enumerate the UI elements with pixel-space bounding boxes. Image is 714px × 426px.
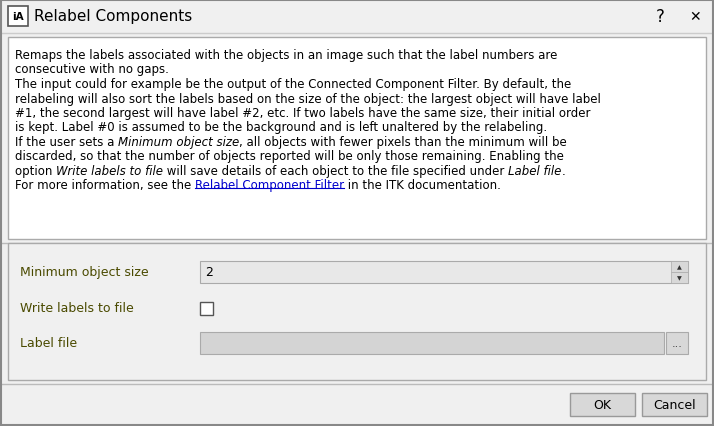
Text: Label file: Label file [508, 164, 562, 178]
Text: Remaps the labels associated with the objects in an image such that the label nu: Remaps the labels associated with the ob… [15, 49, 558, 62]
Bar [642, 393, 707, 416]
Bar [8, 243, 706, 380]
Text: Cancel: Cancel [653, 398, 696, 411]
Text: .: . [562, 164, 565, 178]
Bar [200, 302, 213, 315]
Bar [200, 332, 664, 354]
Bar [666, 332, 688, 354]
Bar [8, 38, 706, 239]
Text: Write labels to file: Write labels to file [20, 302, 134, 315]
Bar [0, 0, 714, 34]
Text: Minimum object size: Minimum object size [118, 136, 239, 149]
Text: ▼: ▼ [677, 275, 682, 280]
Text: consecutive with no gaps.: consecutive with no gaps. [15, 63, 169, 76]
Text: relabeling will also sort the labels based on the size of the object: the larges: relabeling will also sort the labels bas… [15, 92, 601, 105]
Text: , all objects with fewer pixels than the minimum will be: , all objects with fewer pixels than the… [239, 136, 567, 149]
Text: ▲: ▲ [677, 265, 682, 269]
Text: For more information, see the: For more information, see the [15, 179, 195, 192]
Bar [200, 262, 688, 283]
Text: Label file: Label file [20, 337, 77, 350]
Text: option: option [15, 164, 56, 178]
Text: If the user sets a: If the user sets a [15, 136, 118, 149]
Text: in the ITK documentation.: in the ITK documentation. [344, 179, 501, 192]
Text: ...: ... [672, 338, 683, 348]
Text: Relabel Components: Relabel Components [34, 9, 192, 24]
Text: The input could for example be the output of the Connected Component Filter. By : The input could for example be the outpu… [15, 78, 571, 91]
Text: discarded, so that the number of objects reported will be only those remaining. : discarded, so that the number of objects… [15, 150, 564, 163]
Text: will save details of each object to the file specified under: will save details of each object to the … [163, 164, 508, 178]
Text: Minimum object size: Minimum object size [20, 266, 149, 279]
Text: iA: iA [12, 12, 24, 22]
Text: 2: 2 [205, 266, 213, 279]
Text: OK: OK [593, 398, 611, 411]
Bar [671, 272, 688, 283]
Bar [8, 7, 28, 27]
Text: ?: ? [655, 8, 665, 26]
Text: ✕: ✕ [689, 10, 701, 24]
Text: Relabel Component Filter: Relabel Component Filter [195, 179, 344, 192]
Text: is kept. Label #0 is assumed to be the background and is left unaltered by the r: is kept. Label #0 is assumed to be the b… [15, 121, 547, 134]
Bar [570, 393, 635, 416]
Bar [671, 262, 688, 272]
Text: #1, the second largest will have label #2, etc. If two labels have the same size: #1, the second largest will have label #… [15, 107, 590, 120]
Text: Write labels to file: Write labels to file [56, 164, 163, 178]
